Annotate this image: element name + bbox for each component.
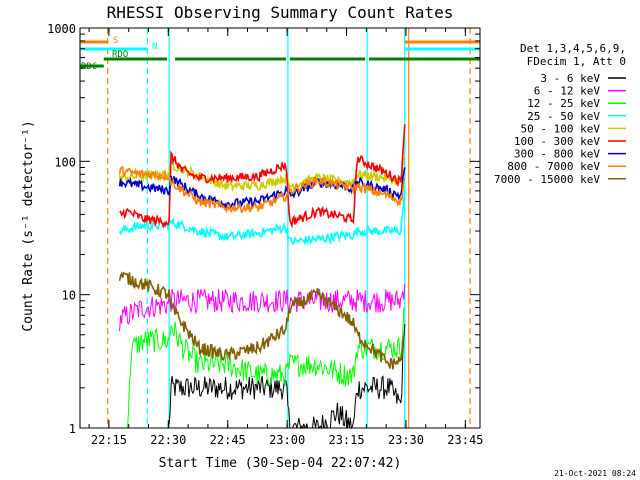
plot-frame: [79, 27, 481, 429]
legend-label: 6 - 12 keV: [534, 85, 601, 98]
legend-label: 800 - 7000 keV: [507, 160, 600, 173]
state-bar-label: RDO: [112, 50, 128, 60]
series-line-6: [118, 167, 406, 211]
footer-date: 21-Oct-2021 08:24: [554, 469, 636, 478]
x-tick-label: 23:15: [328, 433, 364, 447]
series-line-7: [118, 165, 406, 214]
state-bar-rd6: RD6: [80, 62, 104, 72]
series-line-1: [119, 284, 406, 332]
legend-header-line: Det 1,3,4,5,6,9,: [520, 42, 626, 55]
state-bar-label: RD6: [81, 62, 97, 72]
legend-label: 300 - 800 keV: [514, 148, 600, 161]
legend-header-line: FDecim 1, Att 0: [527, 55, 626, 68]
state-bar-n: N: [80, 42, 480, 52]
x-tick-label: 23:45: [447, 433, 483, 447]
y-tick-label: 1000: [47, 22, 76, 36]
state-bar-rdo: RDO: [103, 50, 480, 61]
legend-label: 3 - 6 keV: [540, 72, 600, 85]
y-tick-label: 100: [54, 155, 76, 169]
x-tick-label: 22:45: [210, 433, 246, 447]
y-axis-label: Count Rate (s⁻¹ detector⁻¹): [21, 120, 36, 331]
state-bar-s: S: [80, 36, 480, 46]
legend-label: 12 - 25 keV: [527, 97, 600, 110]
legend-label: 50 - 100 keV: [521, 122, 601, 135]
series-line-0: [168, 324, 406, 430]
legend-label: 100 - 300 keV: [514, 135, 600, 148]
x-tick-label: 23:00: [269, 433, 305, 447]
x-tick-label: 22:30: [150, 433, 186, 447]
y-tick-label: 1: [69, 422, 76, 436]
x-axis-label: Start Time (30-Sep-04 22:07:42): [159, 456, 402, 471]
series-line-3: [118, 190, 406, 246]
series-line-2: [127, 307, 406, 429]
state-bar-label: S: [113, 36, 118, 46]
y-tick-label: 10: [62, 289, 76, 303]
legend-label: 7000 - 15000 keV: [494, 173, 600, 186]
x-tick-label: 22:15: [91, 433, 127, 447]
series-line-8: [118, 271, 406, 370]
x-tick-label: 23:30: [388, 433, 424, 447]
series-line-5: [119, 124, 406, 229]
legend-label: 25 - 50 keV: [527, 110, 600, 123]
chart-title: RHESSI Observing Summary Count Rates: [107, 3, 454, 22]
state-bar-label: N: [152, 42, 157, 52]
